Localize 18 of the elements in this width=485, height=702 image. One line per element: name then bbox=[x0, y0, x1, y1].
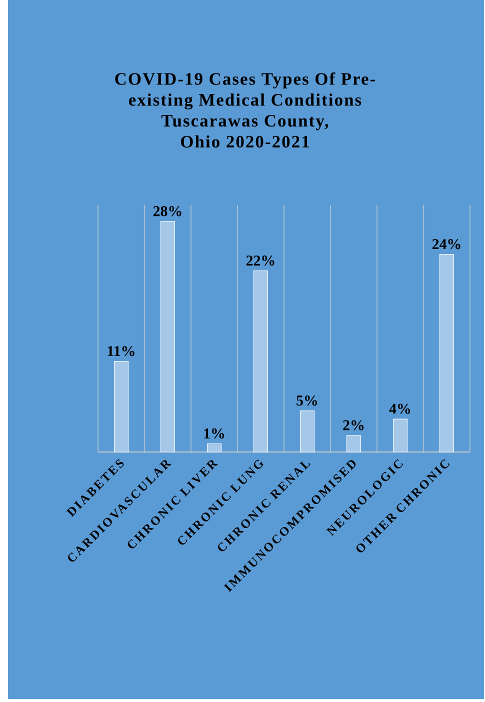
bar bbox=[114, 361, 129, 452]
bar bbox=[392, 418, 408, 452]
data-label: 24% bbox=[432, 239, 460, 250]
data-label: 28% bbox=[153, 206, 182, 216]
data-label: 1% bbox=[204, 428, 224, 439]
bar bbox=[206, 443, 222, 452]
data-label: 11% bbox=[108, 346, 134, 356]
bar bbox=[253, 270, 268, 452]
bar bbox=[439, 254, 454, 452]
bar bbox=[300, 410, 315, 452]
bar bbox=[346, 435, 362, 452]
data-label: 4% bbox=[389, 404, 410, 414]
data-label: 5% bbox=[296, 395, 318, 406]
data-label: 2% bbox=[343, 420, 364, 430]
bar bbox=[160, 221, 176, 452]
chart-title: COVID-19 Cases Types Of Pre-existing Medical Conditions bbox=[115, 72, 376, 110]
data-label: 22% bbox=[246, 256, 274, 266]
chart-subtitle: Tuscarawas County, Ohio 2020-2021 bbox=[161, 114, 328, 148]
